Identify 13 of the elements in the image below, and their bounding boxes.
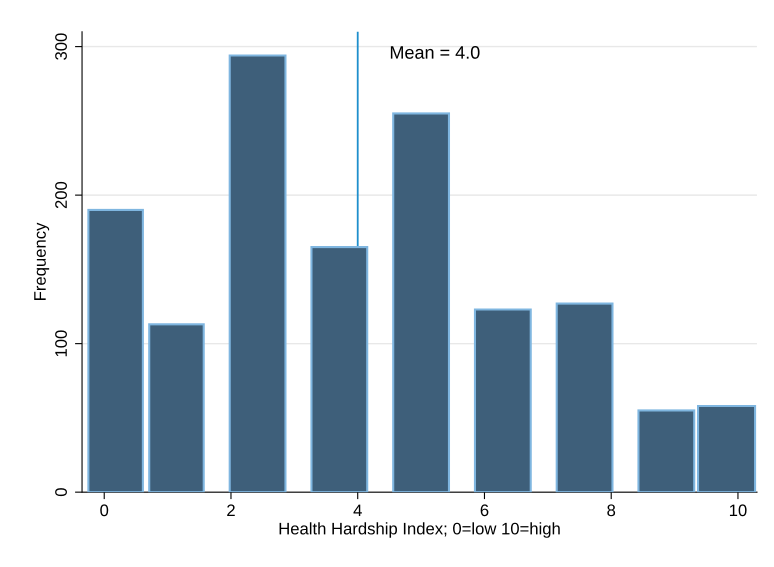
y-tick-label: 100 (55, 330, 67, 356)
x-tick-label: 2 (227, 504, 235, 516)
x-tick-label: 8 (607, 504, 616, 516)
x-tick-label: 0 (100, 504, 108, 516)
ref-line-label: Mean = 4.0 (390, 46, 480, 59)
x-tick-label: 4 (353, 504, 362, 516)
x-axis-title: Health Hardship Index; 0=low 10=high (280, 522, 560, 538)
y-tick-label: 200 (55, 182, 67, 208)
x-tick-label: 10 (730, 504, 747, 516)
y-axis-title: Frequency (34, 222, 50, 300)
y-tick-label: 300 (55, 33, 67, 60)
x-tick-label: 6 (480, 504, 488, 516)
y-tick-label: 0 (55, 488, 67, 496)
